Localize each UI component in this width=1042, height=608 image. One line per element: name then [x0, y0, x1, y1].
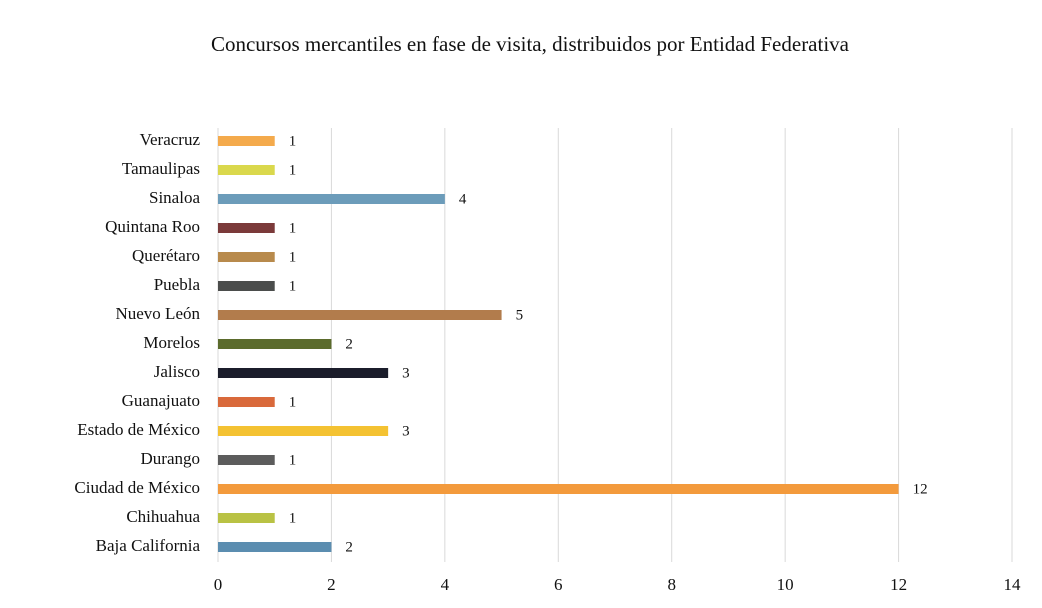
data-label: 1: [289, 278, 297, 294]
x-tick-label: 14: [1004, 575, 1022, 594]
data-label: 2: [345, 539, 353, 555]
bar: [218, 484, 899, 494]
bar: [218, 397, 275, 407]
x-tick-label: 0: [214, 575, 223, 594]
y-tick-label: Puebla: [154, 275, 201, 294]
y-tick-label: Tamaulipas: [122, 159, 200, 178]
bar: [218, 542, 332, 552]
y-tick-label: Ciudad de México: [74, 478, 200, 497]
y-tick-label: Durango: [141, 449, 200, 468]
y-tick-label: Estado de México: [77, 420, 200, 439]
y-tick-label: Jalisco: [154, 362, 200, 381]
y-tick-label: Sinaloa: [149, 188, 200, 207]
bar: [218, 252, 275, 262]
y-tick-label: Baja California: [96, 536, 201, 555]
bar: [218, 223, 275, 233]
bar: [218, 310, 502, 320]
data-label: 1: [289, 452, 297, 468]
bar: [218, 513, 275, 523]
data-label: 5: [516, 307, 524, 323]
data-label: 1: [289, 249, 297, 265]
x-tick-label: 6: [554, 575, 563, 594]
bar: [218, 368, 389, 378]
data-label: 1: [289, 162, 297, 178]
y-tick-label: Nuevo León: [115, 304, 200, 323]
data-label: 1: [289, 220, 297, 236]
bar: [218, 281, 275, 291]
x-tick-label: 8: [667, 575, 676, 594]
y-tick-label: Chihuahua: [126, 507, 200, 526]
data-label: 2: [345, 336, 353, 352]
bar: [218, 165, 275, 175]
y-tick-label: Guanajuato: [122, 391, 200, 410]
data-label: 1: [289, 394, 297, 410]
data-label: 4: [459, 191, 467, 207]
x-tick-label: 2: [327, 575, 336, 594]
x-tick-label: 4: [441, 575, 450, 594]
y-tick-label: Morelos: [143, 333, 200, 352]
y-tick-label: Quintana Roo: [105, 217, 200, 236]
bar: [218, 455, 275, 465]
data-label: 3: [402, 423, 410, 439]
data-label: 3: [402, 365, 410, 381]
y-tick-label: Veracruz: [140, 130, 201, 149]
bar: [218, 426, 389, 436]
x-tick-label: 12: [890, 575, 907, 594]
chart-title: Concursos mercantiles en fase de visita,…: [211, 32, 850, 56]
data-label: 1: [289, 510, 297, 526]
x-tick-label: 10: [777, 575, 794, 594]
bar: [218, 339, 332, 349]
bar: [218, 194, 445, 204]
data-label: 12: [913, 481, 928, 497]
y-tick-label: Querétaro: [132, 246, 200, 265]
data-label: 1: [289, 133, 297, 149]
bar: [218, 136, 275, 146]
